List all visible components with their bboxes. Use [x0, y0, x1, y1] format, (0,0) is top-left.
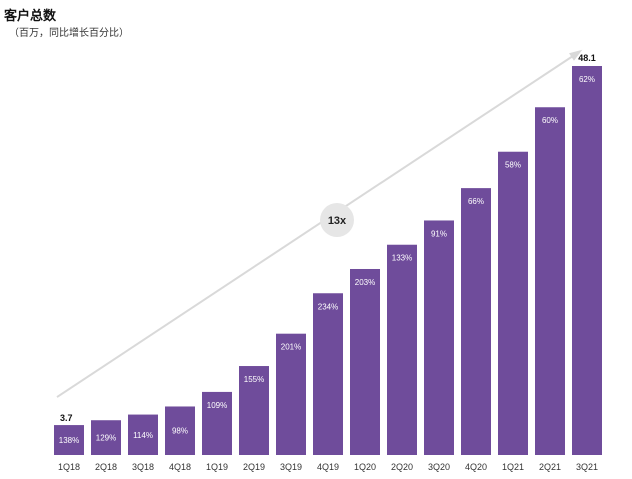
growth-label-1Q18: 138% — [59, 436, 79, 445]
category-label-3Q19: 3Q19 — [280, 462, 302, 472]
growth-label-3Q18: 114% — [133, 431, 153, 440]
category-label-4Q20: 4Q20 — [465, 462, 487, 472]
growth-annotation-label: 13x — [328, 215, 347, 227]
bar-3Q18 — [128, 414, 158, 455]
value-label-last: 48.1 — [578, 53, 596, 63]
chart-subtitle: （百万，同比增长百分比） — [9, 28, 129, 39]
bar-1Q20 — [350, 268, 380, 455]
growth-label-2Q20: 133% — [392, 254, 412, 263]
growth-label-1Q20: 203% — [355, 278, 375, 287]
bar-3Q20 — [424, 220, 454, 455]
growth-label-3Q21: 62% — [579, 75, 595, 84]
category-label-4Q18: 4Q18 — [169, 462, 191, 472]
growth-label-3Q19: 201% — [281, 343, 301, 352]
growth-label-2Q19: 155% — [244, 375, 264, 384]
growth-label-1Q21: 58% — [505, 161, 521, 170]
trend-arrow-line — [56, 51, 580, 398]
category-label-2Q18: 2Q18 — [95, 462, 117, 472]
category-label-1Q19: 1Q19 — [206, 462, 228, 472]
bar-1Q19 — [202, 391, 232, 455]
bar-3Q19 — [276, 333, 306, 455]
trend-arrow-head — [569, 49, 583, 61]
bar-4Q20 — [461, 188, 491, 455]
growth-label-4Q20: 66% — [468, 197, 484, 206]
bar-1Q21 — [498, 151, 528, 455]
category-label-4Q19: 4Q19 — [317, 462, 339, 472]
growth-label-2Q21: 60% — [542, 116, 558, 125]
bar-1Q18 — [54, 425, 84, 455]
category-label-1Q21: 1Q21 — [502, 462, 524, 472]
category-label-2Q20: 2Q20 — [391, 462, 413, 472]
category-label-1Q20: 1Q20 — [354, 462, 376, 472]
category-label-2Q19: 2Q19 — [243, 462, 265, 472]
bar-3Q21 — [572, 66, 602, 455]
bar-2Q19 — [239, 366, 269, 455]
growth-label-4Q19: 234% — [318, 302, 338, 311]
growth-label-3Q20: 91% — [431, 229, 447, 238]
growth-label-2Q18: 129% — [96, 434, 116, 443]
bar-2Q21 — [535, 107, 565, 455]
category-label-3Q20: 3Q20 — [428, 462, 450, 472]
growth-annotation-bubble — [320, 203, 354, 237]
category-label-3Q21: 3Q21 — [576, 462, 598, 472]
bar-4Q19 — [313, 293, 343, 455]
bar-2Q18 — [91, 420, 121, 455]
category-label-2Q21: 2Q21 — [539, 462, 561, 472]
chart-title: 客户总数 — [4, 8, 57, 23]
bar-4Q18 — [165, 406, 195, 455]
category-label-3Q18: 3Q18 — [132, 462, 154, 472]
value-label-first: 3.7 — [60, 413, 73, 423]
growth-label-4Q18: 98% — [172, 427, 188, 436]
category-label-1Q18: 1Q18 — [58, 462, 80, 472]
bar-2Q20 — [387, 244, 417, 455]
growth-label-1Q19: 109% — [207, 401, 227, 410]
